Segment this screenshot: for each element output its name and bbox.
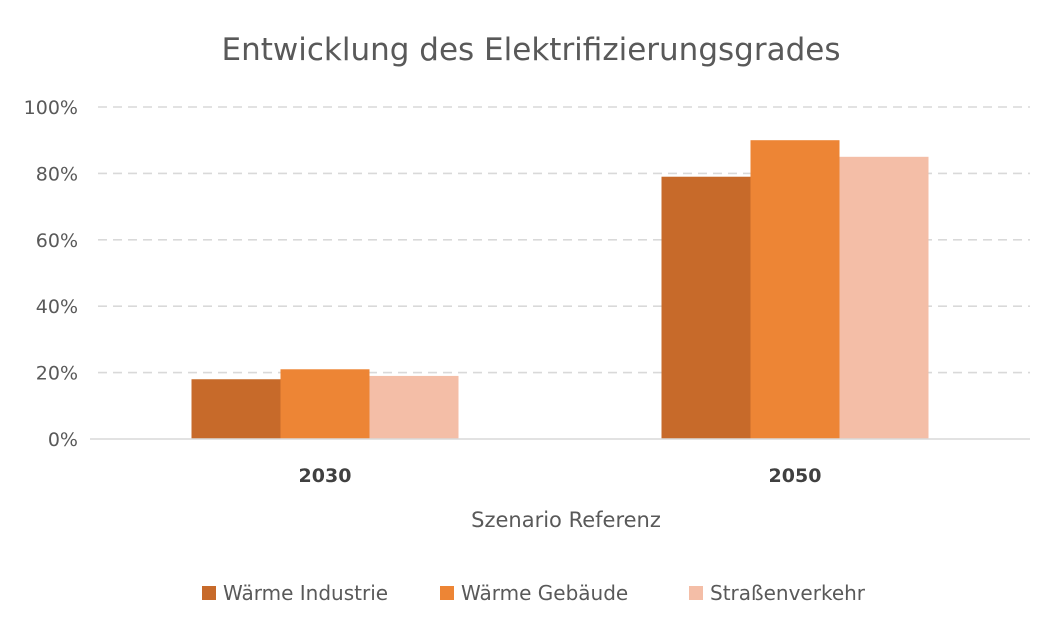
legend-swatch [440, 586, 454, 600]
gridlines [98, 106, 1030, 374]
bar [191, 379, 281, 439]
bar [369, 375, 459, 439]
legend-swatch [689, 586, 703, 600]
y-tick-label: 20% [36, 363, 78, 385]
legend-label: Wärme Gebäude [461, 581, 628, 605]
legend: Wärme Industrie Wärme Gebäude Straßenverke… [202, 581, 866, 605]
y-tick-label: 40% [36, 296, 78, 318]
x-axis-label: Szenario Referenz [471, 508, 661, 532]
chart-title: Entwicklung des Elektrifizierungsgrades [222, 32, 841, 68]
bars [191, 140, 929, 440]
legend-swatch [202, 586, 216, 600]
bar [750, 140, 840, 439]
bar [280, 369, 370, 439]
bar [839, 156, 929, 440]
legend-label: Wärme Industrie [223, 581, 388, 605]
x-axis-categories: 2030 2050 [299, 465, 822, 487]
x-category-label: 2030 [299, 465, 352, 487]
y-axis-ticks: 0% 20% 40% 60% 80% 100% [24, 97, 78, 451]
bar [661, 176, 751, 439]
y-tick-label: 80% [36, 163, 78, 185]
y-tick-label: 0% [48, 429, 78, 451]
legend-label: Straßenverkehr [710, 581, 866, 605]
y-tick-label: 60% [36, 230, 78, 252]
y-tick-label: 100% [24, 97, 78, 119]
x-category-label: 2050 [769, 465, 822, 487]
